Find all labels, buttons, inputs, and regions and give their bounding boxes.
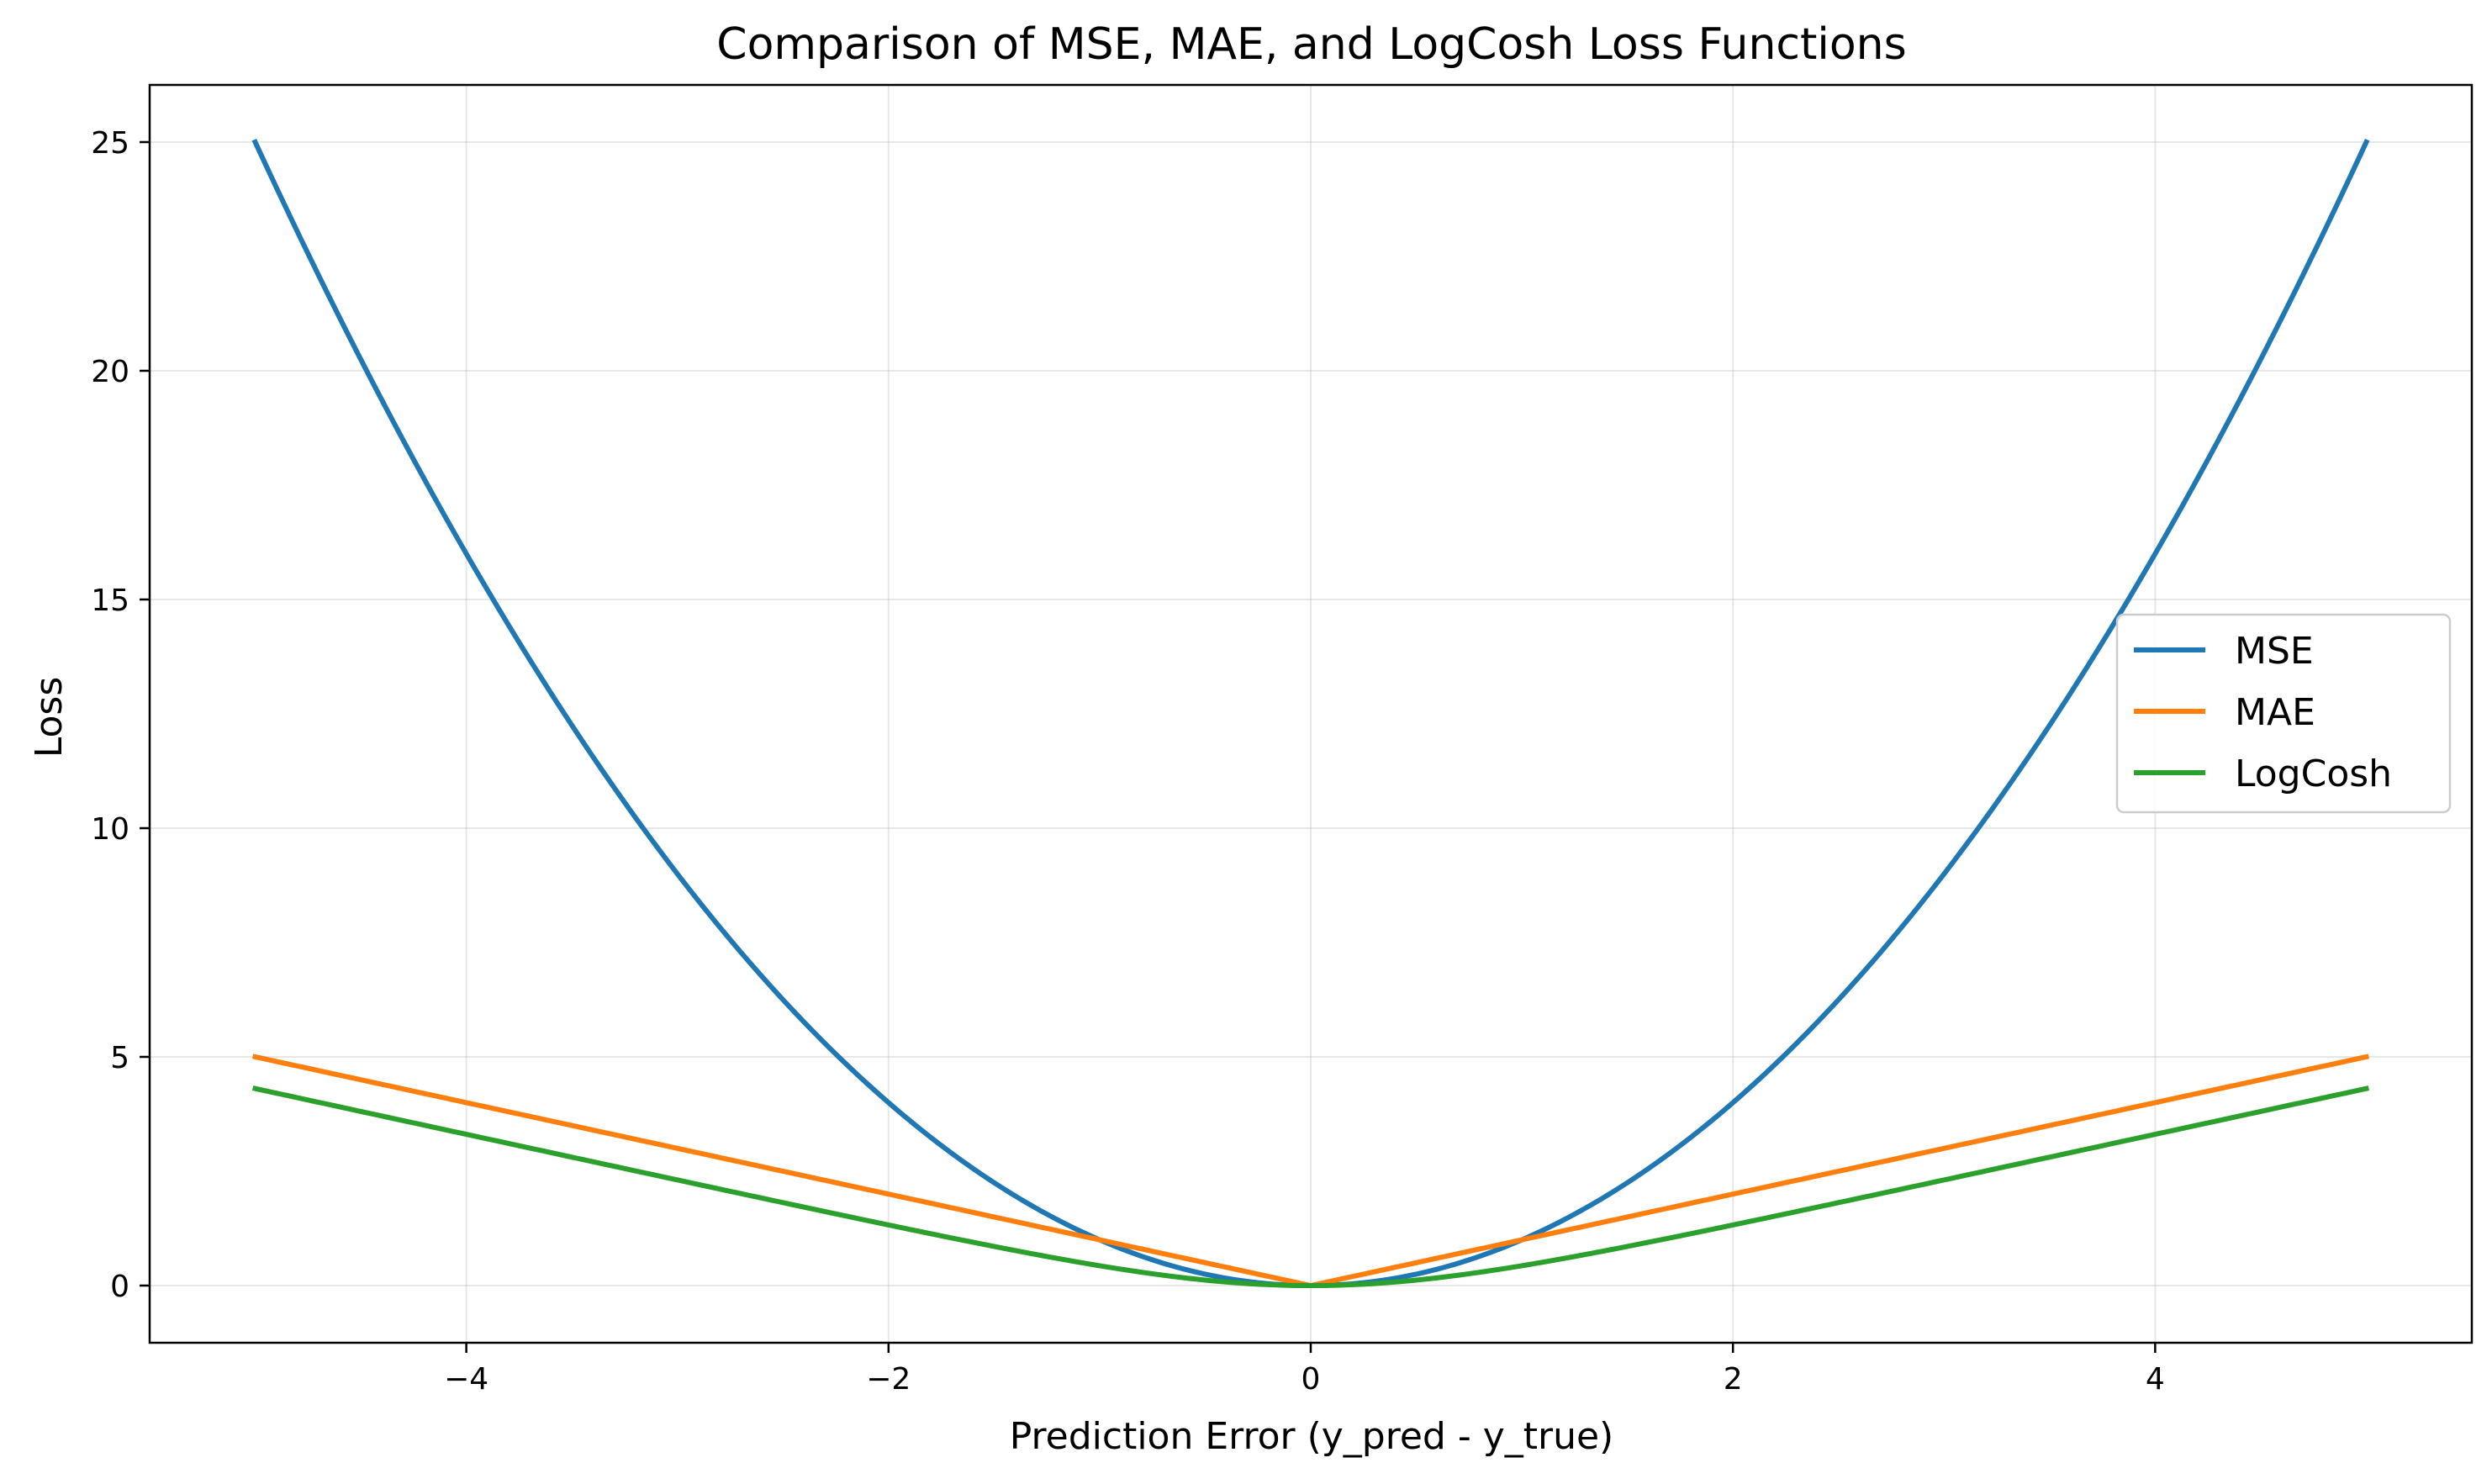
series-line-logcosh xyxy=(251,1085,2370,1288)
y-tick-label: 0 xyxy=(110,1270,129,1304)
x-tick-label: 2 xyxy=(1724,1362,1743,1397)
y-tick-label: 10 xyxy=(91,812,129,847)
ticks: −4 −2 0 2 4 0 5 10 15 20 25 xyxy=(91,126,2165,1397)
x-tick-label: 4 xyxy=(2146,1362,2165,1397)
y-tick-label: 15 xyxy=(91,584,129,618)
x-tick-label: −2 xyxy=(866,1362,911,1397)
legend-label-mae: MAE xyxy=(2235,691,2315,734)
legend: MSE MAE LogCosh xyxy=(2115,613,2452,814)
y-axis-label: Loss xyxy=(28,677,71,758)
legend-label-logcosh: LogCosh xyxy=(2235,753,2392,795)
y-tick-label: 25 xyxy=(91,126,129,161)
y-tick-label: 20 xyxy=(91,355,129,389)
series-lines xyxy=(251,139,2370,1288)
legend-label-mse: MSE xyxy=(2235,630,2314,673)
x-tick-label: −4 xyxy=(444,1362,488,1397)
x-tick-label: 0 xyxy=(1301,1362,1321,1397)
chart-title: Comparison of MSE, MAE, and LogCosh Loss… xyxy=(716,19,1906,70)
legend-box xyxy=(2115,613,2452,814)
y-tick-label: 5 xyxy=(110,1041,129,1075)
x-axis-label: Prediction Error (y_pred - y_true) xyxy=(1010,1415,1613,1458)
grid-lines xyxy=(150,85,2472,1343)
